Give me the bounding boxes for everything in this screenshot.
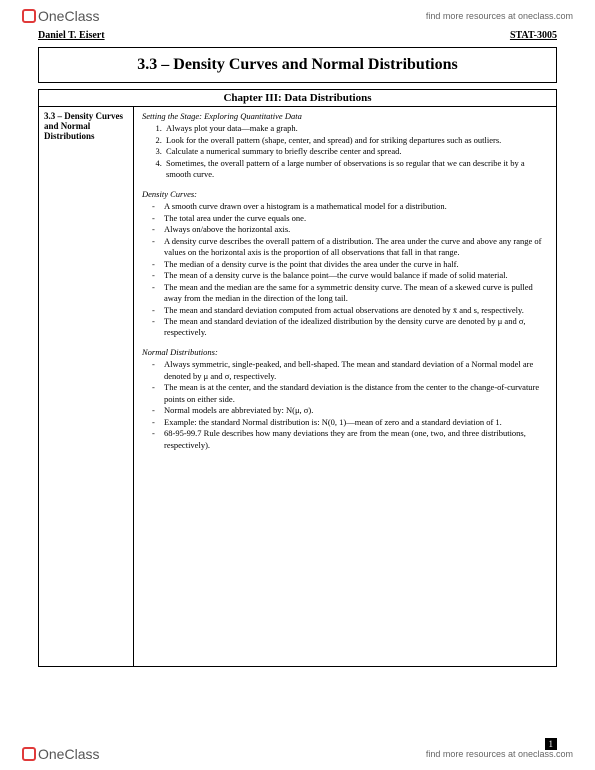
content-table: 3.3 – Density Curves and Normal Distribu… (38, 107, 557, 667)
density-heading: Density Curves: (142, 189, 548, 200)
author-line: Daniel T. Eisert STAT-3005 (0, 28, 595, 47)
list-item: Calculate a numerical summary to briefly… (164, 146, 548, 157)
brand-logo: OneClass (22, 8, 99, 24)
list-item: Example: the standard Normal distributio… (164, 417, 548, 428)
chapter-label: Chapter III: Data Distributions (223, 92, 371, 104)
brand-text-footer: OneClass (38, 746, 99, 762)
list-item: The median of a density curve is the poi… (164, 259, 548, 270)
brand-text: OneClass (38, 8, 99, 24)
resources-link-top[interactable]: find more resources at oneclass.com (426, 11, 573, 21)
list-item: The mean and standard deviation computed… (164, 305, 548, 316)
brand-one: One (38, 8, 64, 24)
list-item: Always on/above the horizontal axis. (164, 224, 548, 235)
list-item: Always symmetric, single-peaked, and bel… (164, 359, 548, 382)
top-header: OneClass find more resources at oneclass… (0, 0, 595, 28)
list-item: Look for the overall pattern (shape, cen… (164, 135, 548, 146)
page-title: 3.3 – Density Curves and Normal Distribu… (43, 56, 552, 74)
list-item: A smooth curve drawn over a histogram is… (164, 201, 548, 212)
normal-heading: Normal Distributions: (142, 347, 548, 358)
list-item: The mean and standard deviation of the i… (164, 316, 548, 339)
list-item: Normal models are abbreviated by: N(μ, σ… (164, 405, 548, 416)
chapter-box: Chapter III: Data Distributions (38, 89, 557, 107)
normal-list: Always symmetric, single-peaked, and bel… (142, 359, 548, 451)
list-item: Sometimes, the overall pattern of a larg… (164, 158, 548, 181)
list-item: Always plot your data—make a graph. (164, 123, 548, 134)
brand-class-footer: Class (64, 746, 99, 762)
section-label: 3.3 – Density Curves and Normal Distribu… (44, 111, 123, 141)
brand-class: Class (64, 8, 99, 24)
author-name: Daniel T. Eisert (38, 30, 105, 41)
list-item: 68-95-99.7 Rule describes how many devia… (164, 428, 548, 451)
logo-icon (22, 9, 36, 23)
resources-link-bottom[interactable]: find more resources at oneclass.com (426, 749, 573, 759)
logo-icon (22, 747, 36, 761)
list-item: The mean is at the center, and the stand… (164, 382, 548, 405)
list-item: A density curve describes the overall pa… (164, 236, 548, 259)
bottom-footer: OneClass find more resources at oneclass… (0, 746, 595, 762)
content-column: Setting the Stage: Exploring Quantitativ… (134, 107, 556, 666)
brand-one-footer: One (38, 746, 64, 762)
stage-heading: Setting the Stage: Exploring Quantitativ… (142, 111, 548, 122)
list-item: The mean of a density curve is the balan… (164, 270, 548, 281)
course-code: STAT-3005 (510, 30, 557, 41)
section-label-column: 3.3 – Density Curves and Normal Distribu… (39, 107, 134, 666)
list-item: The total area under the curve equals on… (164, 213, 548, 224)
brand-logo-footer: OneClass (22, 746, 99, 762)
list-item: The mean and the median are the same for… (164, 282, 548, 305)
density-list: A smooth curve drawn over a histogram is… (142, 201, 548, 339)
stage-list: Always plot your data—make a graph. Look… (142, 123, 548, 180)
title-box: 3.3 – Density Curves and Normal Distribu… (38, 47, 557, 83)
